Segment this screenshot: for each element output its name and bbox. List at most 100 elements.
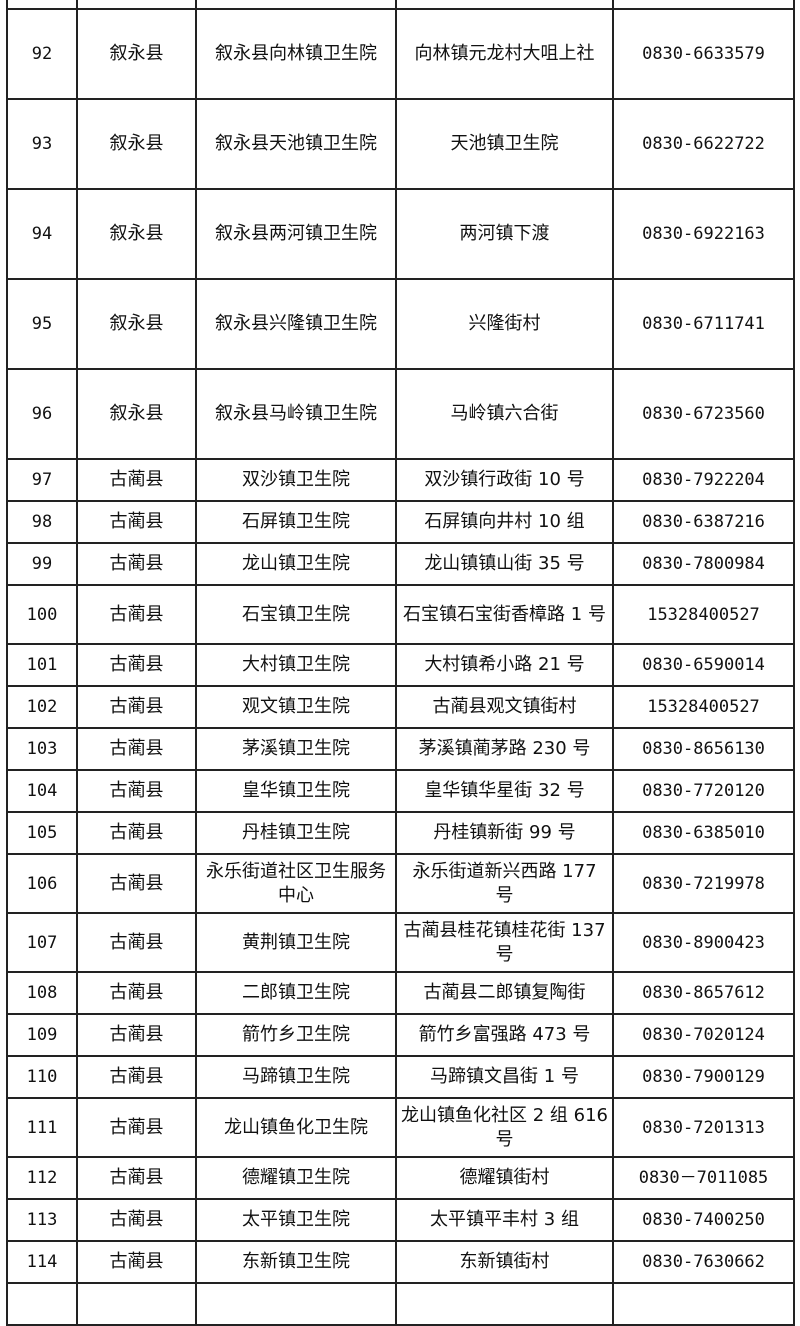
hospital-name-cell: 叙永县马岭镇卫生院	[195, 368, 397, 460]
address-cell: 茅溪镇蔺茅路 230 号	[395, 727, 614, 771]
county-cell: 古蔺县	[76, 1198, 197, 1242]
address-cell	[395, 1282, 614, 1326]
hospital-name-cell: 叙永县兴隆镇卫生院	[195, 278, 397, 370]
county-cell: 古蔺县	[76, 458, 197, 502]
row-number: 107	[6, 912, 78, 973]
table-row: 99 古蔺县 龙山镇卫生院 龙山镇镇山街 35 号 0830-7800984	[6, 542, 795, 586]
table-row: 102 古蔺县 观文镇卫生院 古蔺县观文镇街村 15328400527	[6, 685, 795, 729]
phone-cell: 15328400527	[612, 584, 795, 645]
table-row: 110 古蔺县 马蹄镇卫生院 马蹄镇文昌街 1 号 0830-7900129	[6, 1055, 795, 1099]
county-cell: 古蔺县	[76, 685, 197, 729]
county-cell: 古蔺县	[76, 1013, 197, 1057]
table-row: 104 古蔺县 皇华镇卫生院 皇华镇华星街 32 号 0830-7720120	[6, 769, 795, 813]
county-cell: 古蔺县	[76, 1156, 197, 1200]
address-cell: 东新镇街村	[395, 1240, 614, 1284]
phone-cell: 0830-6622722	[612, 98, 795, 190]
phone-cell: 0830-7219978	[612, 853, 795, 914]
table-row: 101 古蔺县 大村镇卫生院 大村镇希小路 21 号 0830-6590014	[6, 643, 795, 687]
row-number: 114	[6, 1240, 78, 1284]
hospital-name-cell: 茅溪镇卫生院	[195, 727, 397, 771]
address-cell: 马岭镇六合街	[395, 368, 614, 460]
row-number: 108	[6, 971, 78, 1015]
address-cell: 石屏镇向井村 10 组	[395, 500, 614, 544]
county-cell: 古蔺县	[76, 542, 197, 586]
hospital-name-cell: 马蹄镇卫生院	[195, 1055, 397, 1099]
row-number: 97	[6, 458, 78, 502]
county-cell: 叙永县	[76, 278, 197, 370]
phone-cell: 0830－7011085	[612, 1156, 795, 1200]
hospital-name-cell: 叙永县向林镇卫生院	[195, 8, 397, 100]
county-cell: 古蔺县	[76, 1055, 197, 1099]
county-cell: 古蔺县	[76, 1240, 197, 1284]
address-cell: 天池镇卫生院	[395, 98, 614, 190]
table-row: 103 古蔺县 茅溪镇卫生院 茅溪镇蔺茅路 230 号 0830-8656130	[6, 727, 795, 771]
address-cell: 永乐街道新兴西路 177 号	[395, 853, 614, 914]
row-number: 113	[6, 1198, 78, 1242]
table-row: 100 古蔺县 石宝镇卫生院 石宝镇石宝街香樟路 1 号 15328400527	[6, 584, 795, 645]
phone-cell: 0830-6385010	[612, 811, 795, 855]
table-row: 95 叙永县 叙永县兴隆镇卫生院 兴隆街村 0830-6711741	[6, 278, 795, 370]
table-row: 105 古蔺县 丹桂镇卫生院 丹桂镇新街 99 号 0830-6385010	[6, 811, 795, 855]
address-cell: 大村镇希小路 21 号	[395, 643, 614, 687]
table-row: 97 古蔺县 双沙镇卫生院 双沙镇行政街 10 号 0830-7922204	[6, 458, 795, 502]
table-row: 111 古蔺县 龙山镇鱼化卫生院 龙山镇鱼化社区 2 组 616 号 0830-7201…	[6, 1097, 795, 1158]
phone-cell	[612, 1282, 795, 1326]
phone-cell: 0830-6387216	[612, 500, 795, 544]
phone-cell: 0830-6723560	[612, 368, 795, 460]
row-number: 95	[6, 278, 78, 370]
hospital-name-cell: 观文镇卫生院	[195, 685, 397, 729]
address-cell: 两河镇下渡	[395, 188, 614, 280]
phone-cell: 0830-7720120	[612, 769, 795, 813]
row-number: 103	[6, 727, 78, 771]
hospital-name-cell: 德耀镇卫生院	[195, 1156, 397, 1200]
county-cell	[76, 1282, 197, 1326]
hospital-name-cell: 永乐街道社区卫生服务中心	[195, 853, 397, 914]
table-row	[6, 1282, 795, 1326]
phone-cell: 0830-6590014	[612, 643, 795, 687]
row-number: 94	[6, 188, 78, 280]
address-cell: 马蹄镇文昌街 1 号	[395, 1055, 614, 1099]
row-number: 112	[6, 1156, 78, 1200]
phone-cell: 0830-6711741	[612, 278, 795, 370]
county-cell: 古蔺县	[76, 769, 197, 813]
row-number: 93	[6, 98, 78, 190]
row-number: 110	[6, 1055, 78, 1099]
row-number	[6, 0, 78, 10]
row-number: 105	[6, 811, 78, 855]
hospital-table: 92 叙永县 叙永县向林镇卫生院 向林镇元龙村大咀上社 0830-6633579 93 叙永…	[6, 0, 795, 1326]
table-row: 107 古蔺县 黄荆镇卫生院 古蔺县桂花镇桂花街 137 号 0830-8900423	[6, 912, 795, 973]
address-cell: 箭竹乡富强路 473 号	[395, 1013, 614, 1057]
address-cell: 龙山镇鱼化社区 2 组 616 号	[395, 1097, 614, 1158]
table-body: 92 叙永县 叙永县向林镇卫生院 向林镇元龙村大咀上社 0830-6633579 93 叙永…	[6, 0, 795, 1326]
county-cell: 古蔺县	[76, 1097, 197, 1158]
hospital-name-cell	[195, 1282, 397, 1326]
phone-cell: 0830-8900423	[612, 912, 795, 973]
phone-cell: 0830-7020124	[612, 1013, 795, 1057]
address-cell: 向林镇元龙村大咀上社	[395, 8, 614, 100]
address-cell: 石宝镇石宝街香樟路 1 号	[395, 584, 614, 645]
county-cell: 古蔺县	[76, 727, 197, 771]
row-number: 104	[6, 769, 78, 813]
hospital-name-cell: 大村镇卫生院	[195, 643, 397, 687]
address-cell	[395, 0, 614, 10]
hospital-name-cell: 箭竹乡卫生院	[195, 1013, 397, 1057]
hospital-name-cell: 二郎镇卫生院	[195, 971, 397, 1015]
county-cell	[76, 0, 197, 10]
table-row: 98 古蔺县 石屏镇卫生院 石屏镇向井村 10 组 0830-6387216	[6, 500, 795, 544]
phone-cell: 0830-7800984	[612, 542, 795, 586]
phone-cell	[612, 0, 795, 10]
address-cell: 太平镇平丰村 3 组	[395, 1198, 614, 1242]
table-row: 113 古蔺县 太平镇卫生院 太平镇平丰村 3 组 0830-7400250	[6, 1198, 795, 1242]
county-cell: 古蔺县	[76, 853, 197, 914]
table-row: 114 古蔺县 东新镇卫生院 东新镇街村 0830-7630662	[6, 1240, 795, 1284]
table-row: 109 古蔺县 箭竹乡卫生院 箭竹乡富强路 473 号 0830-7020124	[6, 1013, 795, 1057]
hospital-name-cell: 龙山镇鱼化卫生院	[195, 1097, 397, 1158]
county-cell: 叙永县	[76, 368, 197, 460]
county-cell: 古蔺县	[76, 811, 197, 855]
phone-cell: 15328400527	[612, 685, 795, 729]
table-row: 92 叙永县 叙永县向林镇卫生院 向林镇元龙村大咀上社 0830-6633579	[6, 8, 795, 100]
row-number: 102	[6, 685, 78, 729]
row-number: 92	[6, 8, 78, 100]
table-row: 108 古蔺县 二郎镇卫生院 古蔺县二郎镇复陶街 0830-8657612	[6, 971, 795, 1015]
county-cell: 古蔺县	[76, 912, 197, 973]
